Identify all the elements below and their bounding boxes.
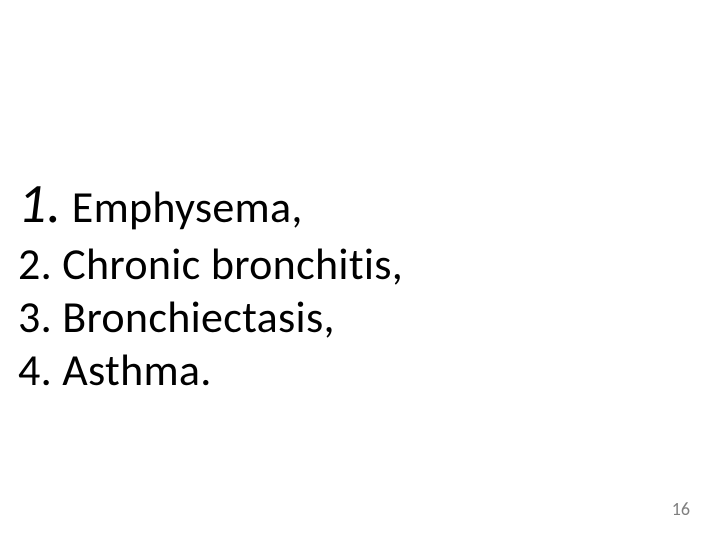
list-item-3: 3. Bronchiectasis, [18,291,403,344]
list-item-1: 1. Emphysema, [18,170,403,238]
list-number-1: 1. [18,170,62,238]
content-block: 1. Emphysema, 2. Chronic bronchitis, 3. … [18,170,403,396]
list-text-1: Emphysema, [62,180,303,234]
page-number: 16 [672,498,690,520]
list-item-4: 4. Asthma. [18,344,403,397]
list-item-2: 2. Chronic bronchitis, [18,238,403,291]
slide: 1. Emphysema, 2. Chronic bronchitis, 3. … [0,0,720,540]
